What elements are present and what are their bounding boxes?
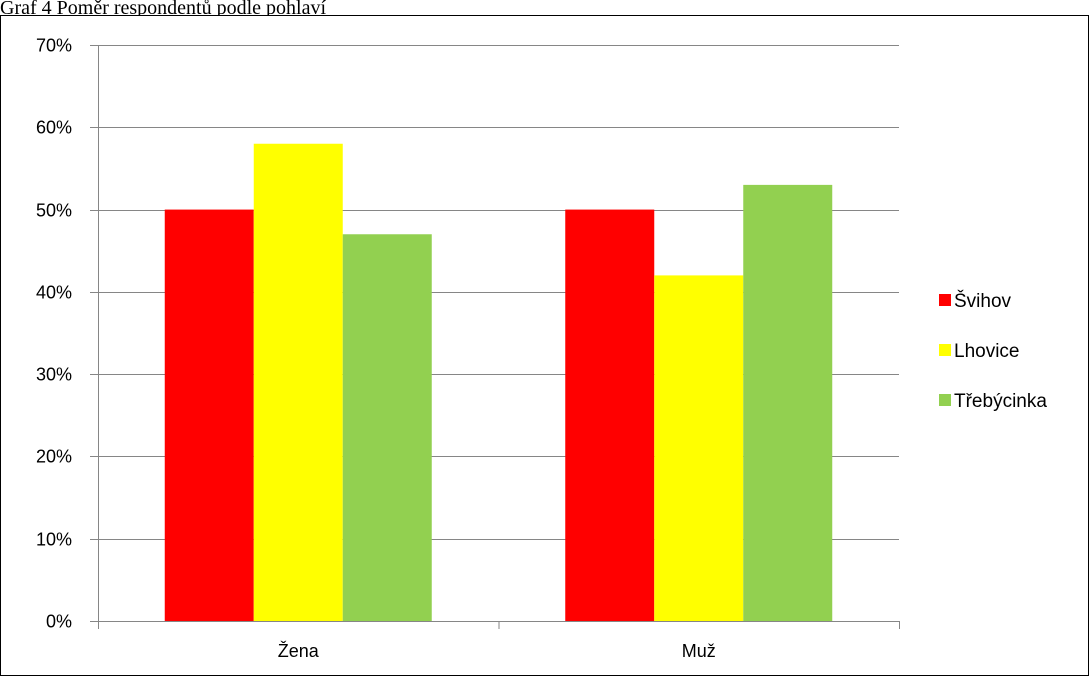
- legend-label: Třebýcinka: [954, 391, 1047, 412]
- y-tick-label: 20%: [36, 447, 72, 467]
- legend-swatch: [939, 394, 951, 406]
- y-tick-label: 30%: [36, 365, 72, 385]
- bars: [164, 143, 833, 622]
- y-tick-label: 40%: [36, 283, 72, 303]
- y-tick-label: 10%: [36, 530, 72, 550]
- bar-muž-1: [654, 275, 744, 621]
- y-tick-label: 50%: [36, 201, 72, 221]
- x-tick-label: Muž: [682, 641, 716, 661]
- legend-swatch: [939, 294, 951, 306]
- bar-žena-2: [342, 234, 432, 621]
- legend-label: Lhovice: [954, 341, 1020, 362]
- legend: Švihov Lhovice Třebýcinka: [939, 290, 1047, 412]
- legend-swatch: [939, 344, 951, 356]
- bar-chart: 0% 10% 20% 30% 40% 50% 60% 70% Žena Muž Švihov Lho…: [36, 36, 1047, 662]
- bar-muž-0: [565, 209, 655, 622]
- bar-muž-2: [743, 184, 833, 621]
- y-tick-label: 0%: [46, 612, 72, 632]
- chart-frame: 0% 10% 20% 30% 40% 50% 60% 70% Žena Muž Švihov Lho…: [0, 15, 1089, 676]
- axes: 0% 10% 20% 30% 40% 50% 60% 70% Žena Muž: [36, 36, 900, 661]
- bar-žena-0: [164, 209, 254, 622]
- chart-caption: Graf 4 Poměr respondentů podle pohlaví: [0, 0, 327, 18]
- legend-label: Švihov: [954, 290, 1012, 312]
- x-tick-label: Žena: [278, 641, 320, 661]
- y-tick-label: 70%: [36, 36, 72, 56]
- y-tick-label: 60%: [36, 118, 72, 138]
- bar-žena-1: [253, 143, 343, 621]
